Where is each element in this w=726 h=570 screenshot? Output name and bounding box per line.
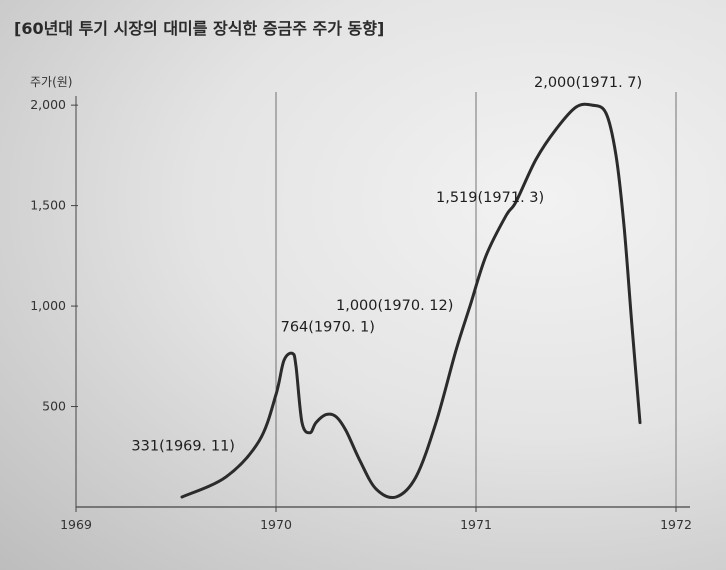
data-label: 1,519(1971. 3) [436, 190, 544, 206]
data-label: 2,000(1971. 7) [534, 75, 642, 91]
x-tick-label: 1969 [60, 517, 92, 532]
x-tick-label: 1970 [260, 517, 292, 532]
x-tick-label: 1971 [460, 517, 492, 532]
y-tick-label: 500 [42, 399, 66, 414]
price-line [180, 102, 642, 499]
grid-lines [275, 92, 677, 507]
data-label: 331(1969. 11) [131, 438, 235, 454]
x-tick-label: 1972 [660, 517, 692, 532]
data-label: 764(1970. 1) [281, 319, 375, 335]
y-axis-label: 주가(원) [30, 75, 72, 89]
y-tick-label: 2,000 [30, 97, 66, 112]
y-tick-label: 1,000 [30, 298, 66, 313]
y-tick-label: 1,500 [30, 198, 66, 213]
chart-title: [60년대 투기 시장의 대미를 장식한 증금주 주가 동향] [14, 19, 384, 38]
data-label: 1,000(1970. 12) [336, 298, 453, 314]
axis-ticks: 1969 1970 1971 1972 500 1,000 1,500 2,000 [30, 97, 692, 532]
data-labels: 331(1969. 11) 764(1970. 1) 1,000(1970. 12)… [131, 75, 642, 454]
